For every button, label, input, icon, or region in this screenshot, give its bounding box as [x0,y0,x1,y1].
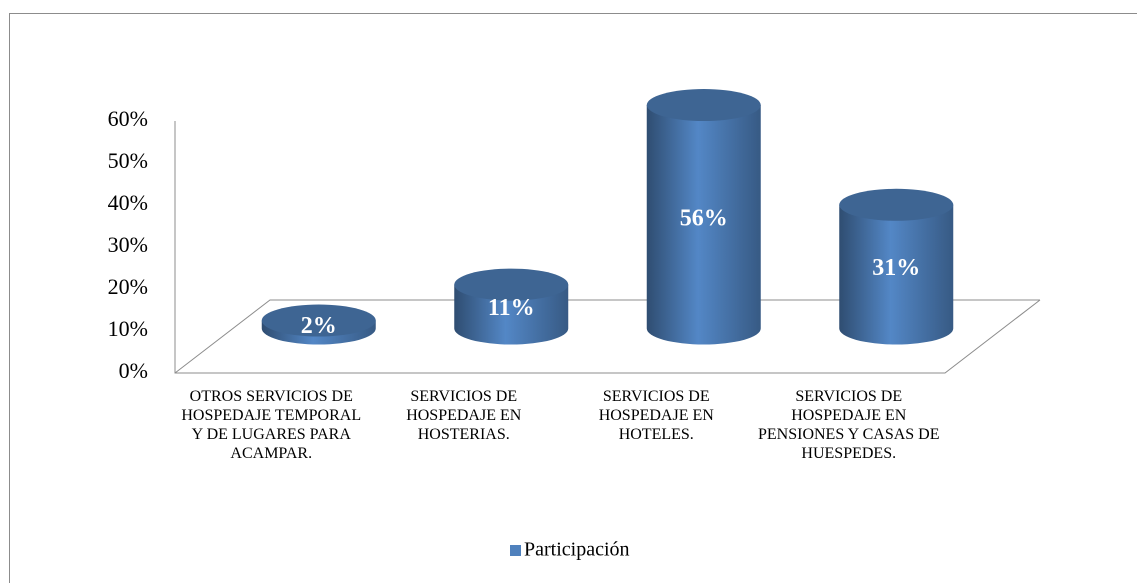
value-label: 2% [301,313,337,339]
value-label: 31% [872,255,920,281]
y-tick-label: 20% [108,274,148,299]
legend-label: Participación [524,539,630,561]
bar [839,188,954,345]
x-tick-label: SERVICIOS DE HOSPEDAJE EN PENSIONES Y CA… [757,388,940,462]
y-tick-label: 10% [108,316,148,341]
value-label: 11% [488,295,535,321]
bar [454,268,569,345]
bar-top [646,89,761,122]
chart-border [9,13,1137,583]
x-tick-label: SERVICIOS DE HOSPEDAJE EN HOTELES. [598,388,714,443]
bar-top [261,304,376,337]
y-tick-label: 50% [108,148,148,173]
x-tick-label: OTROS SERVICIOS DE HOSPEDAJE TEMPORAL Y … [181,388,362,462]
bar-top [839,188,954,221]
bar-body [454,284,569,345]
y-tick-label: 60% [108,106,148,131]
y-tick-label: 0% [119,358,148,383]
bar-body [839,204,954,345]
x-tick-label: SERVICIOS DE HOSPEDAJE EN HOSTERIAS. [406,388,522,443]
bar [646,89,761,345]
bar-body [646,105,761,345]
value-label: 56% [680,205,728,231]
legend-swatch [510,545,521,556]
axes [174,121,1041,374]
y-tick-label: 30% [108,232,148,257]
y-tick-label: 40% [108,190,148,215]
bar-top [454,268,569,301]
bar [261,304,376,345]
